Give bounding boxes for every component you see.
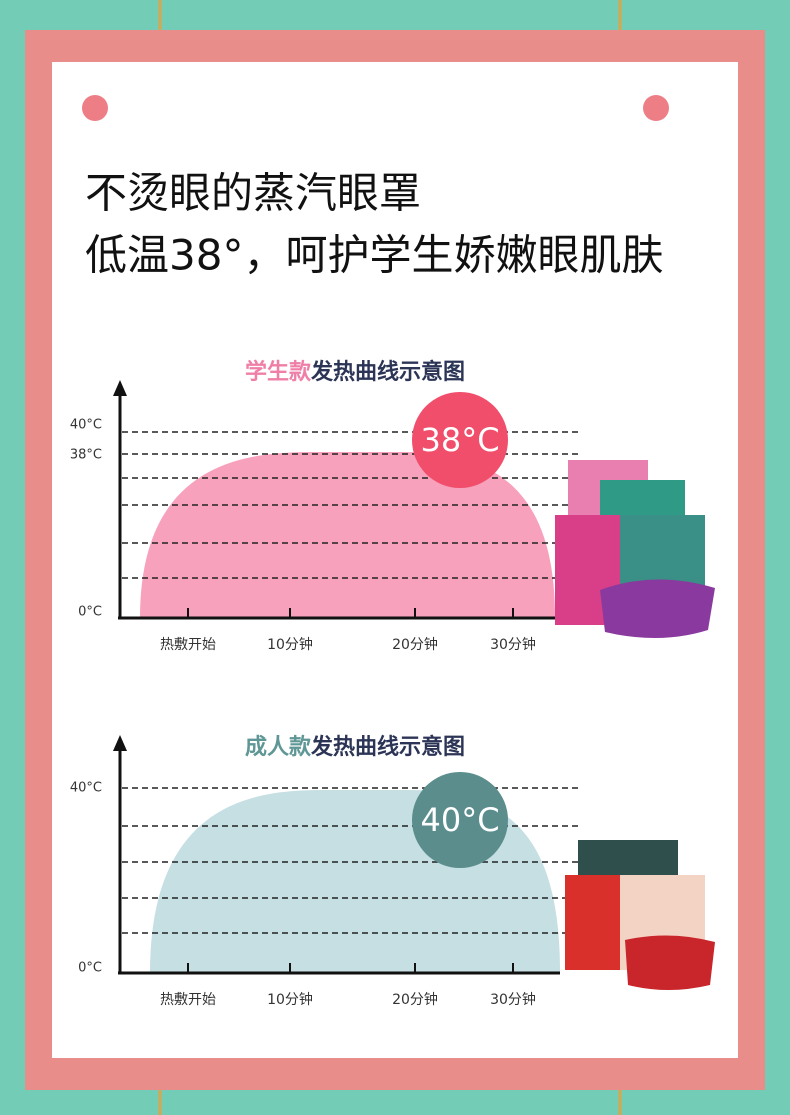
- title-rest: 发热曲线示意图: [310, 734, 465, 760]
- title-accent: 学生款: [245, 359, 312, 385]
- headline: 不烫眼的蒸汽眼罩: [85, 169, 421, 218]
- x-label: 20分钟: [392, 991, 438, 1008]
- x-label: 热敷开始: [160, 992, 216, 1008]
- x-label: 热敷开始: [160, 637, 216, 653]
- badge-label: 38°C: [420, 421, 499, 459]
- y-label: 40°C: [70, 418, 102, 433]
- x-label: 10分钟: [267, 636, 313, 653]
- badge: [412, 392, 508, 488]
- chart-title: 成人款发热曲线示意图: [245, 734, 465, 760]
- title-rest: 发热曲线示意图: [310, 359, 465, 385]
- y-label: 0°C: [78, 961, 102, 976]
- heat-area: [140, 452, 555, 618]
- product-adult: [565, 840, 715, 990]
- y-label: 40°C: [70, 781, 102, 796]
- badge-label: 40°C: [420, 801, 499, 839]
- headline: 低温38°，呵护学生娇嫩眼肌肤: [85, 231, 663, 280]
- title-accent: 成人款: [245, 734, 312, 760]
- x-label: 20分钟: [392, 636, 438, 653]
- chart-title: 学生款发热曲线示意图: [245, 359, 465, 385]
- x-label: 30分钟: [490, 636, 536, 653]
- x-label: 10分钟: [267, 991, 313, 1008]
- y-label: 38°C: [70, 448, 102, 463]
- y-label: 0°C: [78, 605, 102, 620]
- x-label: 30分钟: [490, 991, 536, 1008]
- pin: [82, 95, 108, 121]
- axis-arrow: [113, 735, 127, 751]
- product-student: [555, 460, 715, 639]
- axis-arrow: [113, 380, 127, 396]
- pin: [643, 95, 669, 121]
- badge: [412, 772, 508, 868]
